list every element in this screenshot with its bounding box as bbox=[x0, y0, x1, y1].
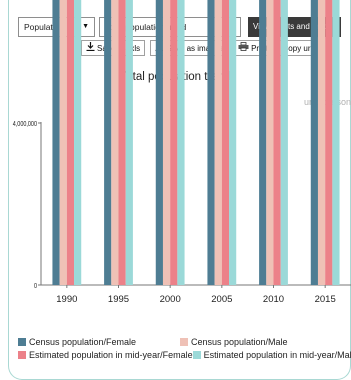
legend-item-census-female: Census population/Female bbox=[18, 335, 180, 348]
legend-swatch bbox=[18, 350, 26, 359]
bar bbox=[280, 0, 288, 285]
legend-item-estimated-male: Estimated population in mid-year/Male bbox=[192, 348, 351, 361]
y-tick-label: 0 bbox=[34, 282, 37, 290]
category-select-value: Population bbox=[24, 22, 65, 32]
legend: Census population/Female Census populati… bbox=[18, 335, 351, 361]
bar bbox=[214, 0, 222, 285]
bar bbox=[118, 0, 126, 285]
legend-label: Estimated population in mid-year/Female bbox=[29, 349, 193, 360]
bar bbox=[170, 0, 178, 285]
x-tick-label: 1990 bbox=[56, 294, 77, 305]
bar bbox=[155, 0, 163, 285]
bar bbox=[177, 0, 185, 285]
bar bbox=[325, 0, 333, 285]
x-tick-label: 2015 bbox=[315, 294, 336, 305]
x-tick-label: 2005 bbox=[211, 294, 232, 305]
x-tick-label: 2000 bbox=[160, 294, 181, 305]
bar bbox=[229, 0, 237, 285]
chevron-down-icon: ▼ bbox=[82, 23, 89, 30]
legend-swatch bbox=[18, 337, 26, 346]
legend-item-estimated-female: Estimated population in mid-year/Female bbox=[18, 348, 193, 361]
bar bbox=[317, 0, 326, 286]
legend-item-census-male: Census population/Male bbox=[180, 335, 288, 348]
legend-label: Estimated population in mid-year/Male bbox=[203, 349, 351, 360]
bar bbox=[266, 0, 274, 285]
bar bbox=[66, 0, 75, 285]
bar bbox=[111, 0, 119, 285]
bar bbox=[259, 0, 267, 285]
printer-icon bbox=[238, 41, 249, 56]
x-tick-label: 2010 bbox=[263, 294, 284, 305]
y-tick-label: 4,000,000 bbox=[13, 120, 38, 128]
legend-swatch bbox=[192, 350, 201, 359]
bar bbox=[59, 0, 67, 285]
bar bbox=[74, 0, 82, 285]
bar bbox=[221, 0, 230, 285]
copy-url-label: Copy url bbox=[282, 43, 313, 53]
legend-label: Census population/Male bbox=[191, 336, 288, 347]
bar bbox=[52, 0, 60, 285]
bar bbox=[125, 0, 133, 285]
download-icon bbox=[86, 41, 95, 56]
bar bbox=[207, 0, 215, 285]
bar bbox=[104, 0, 112, 285]
trend-select-value: Total population trend bbox=[105, 22, 187, 32]
legend-label: Census population/Female bbox=[29, 336, 137, 347]
save-images-label: Save as images bbox=[166, 43, 224, 53]
legend-swatch bbox=[180, 337, 188, 346]
bar bbox=[332, 0, 340, 285]
bar bbox=[162, 0, 171, 285]
bar bbox=[310, 0, 318, 286]
bar bbox=[273, 0, 281, 285]
x-tick-label: 1995 bbox=[108, 294, 129, 305]
